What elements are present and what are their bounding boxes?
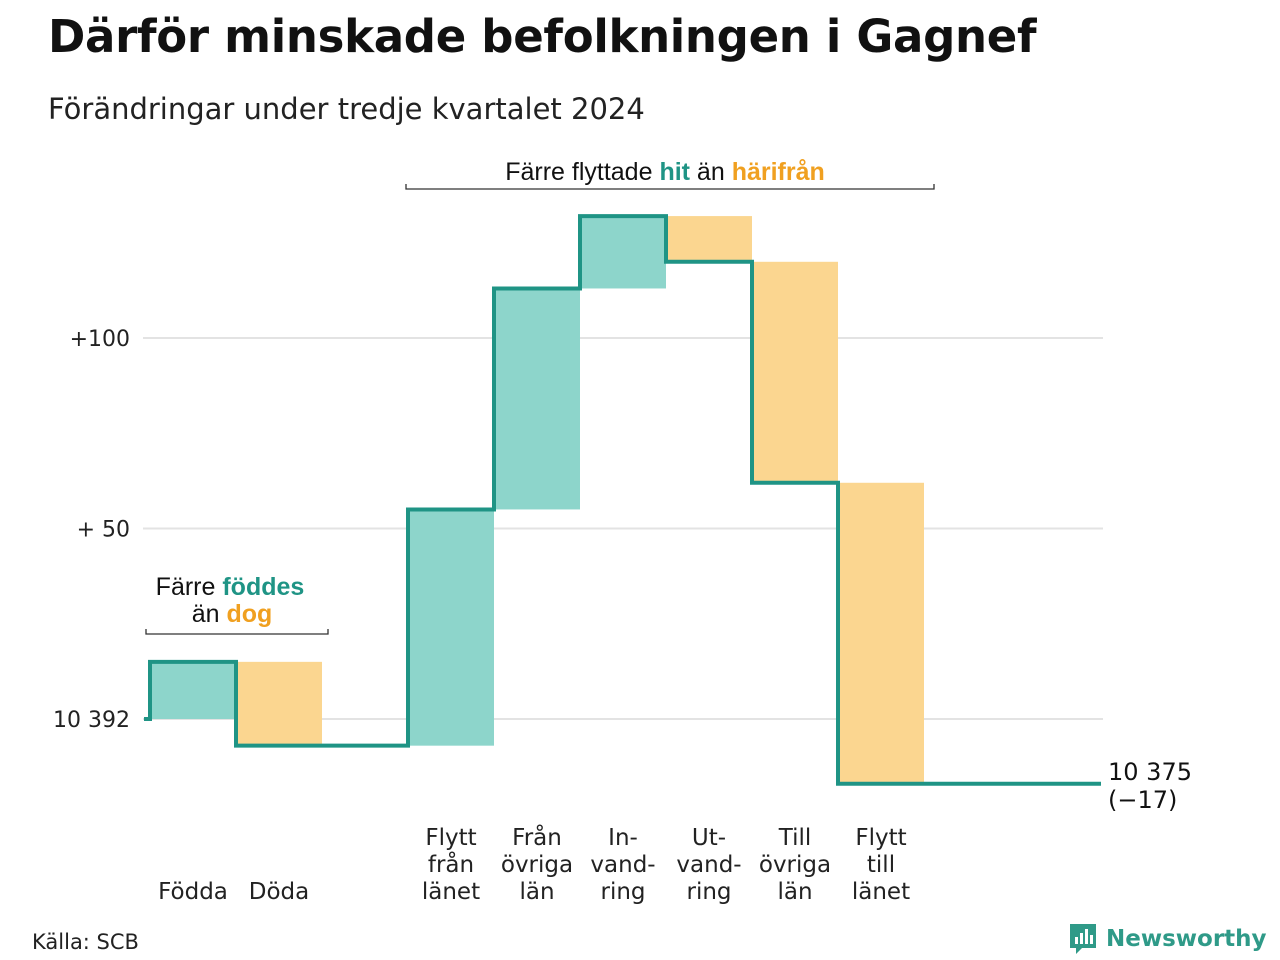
waterfall-bar [666,216,752,262]
y-tick-label: + 50 [77,518,130,543]
waterfall-bar [408,509,494,746]
x-category-label: Flytt från länet [422,825,480,905]
x-category-label: Flytt till länet [852,825,910,905]
newsworthy-logo-icon [1070,924,1096,954]
y-tick-label: +100 [70,327,130,352]
waterfall-bar [752,261,838,483]
end-value-label: 10 375 [1108,758,1192,786]
source-note: Källa: SCB [32,930,139,954]
waterfall-bar [150,661,236,719]
migration-annotation: Färre flyttade hit än härifrån [505,158,825,186]
cumulative-step-line [144,214,1101,786]
chart-subtitle: Förändringar under tredje kvartalet 2024 [48,92,645,126]
waterfall-bar [580,216,666,289]
waterfall-bar [236,661,322,746]
waterfall-bar [838,482,924,784]
x-category-label: Döda [249,879,309,905]
x-category-label: Till övriga län [759,825,831,905]
brand-logo: Newsworthy [1068,922,1267,956]
births-annotation-line1: Färre föddes [156,573,305,601]
x-category-label: Ut-vand-ring [676,825,741,905]
brand-name: Newsworthy [1106,926,1267,952]
x-category-label: In-vand-ring [590,825,655,905]
label-layer: Födda Döda Flytt från länet Från övriga län In-v… [158,758,1192,905]
waterfall-bar [494,288,580,510]
chart-title: Därför minskade befolkningen i Gagnef [48,10,1037,63]
end-change-label: (−17) [1108,786,1177,814]
births-bracket [145,629,329,635]
migration-bracket [405,184,935,190]
line-layer [144,214,1101,786]
x-category-label: Födda [158,879,228,905]
y-tick-label: 10 392 [53,708,130,733]
births-annotation-line2: än dog [192,600,273,628]
x-category-label: Från övriga län [501,823,573,905]
bar-layer [150,216,924,784]
